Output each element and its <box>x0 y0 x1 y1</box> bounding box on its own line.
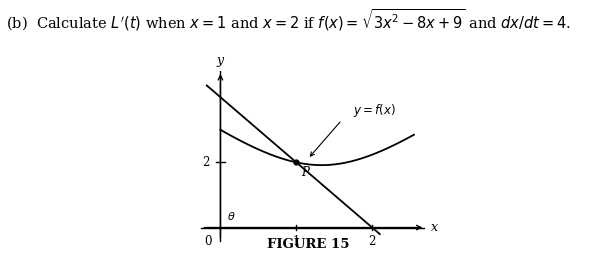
Text: (b)  Calculate $L'(t)$ when $x = 1$ and $x = 2$ if $f(x) = \sqrt{3x^2 - 8x + 9}$: (b) Calculate $L'(t)$ when $x = 1$ and $… <box>6 8 571 34</box>
Text: 1: 1 <box>293 235 300 248</box>
Text: $y = f(x)$: $y = f(x)$ <box>353 102 396 119</box>
Text: y: y <box>217 54 224 67</box>
Text: 2: 2 <box>202 156 210 169</box>
Text: x: x <box>431 221 438 234</box>
Text: FIGURE 15: FIGURE 15 <box>267 239 350 251</box>
Text: 0: 0 <box>204 235 211 248</box>
Text: $\theta$: $\theta$ <box>226 210 235 222</box>
Text: P: P <box>301 166 308 179</box>
Text: 2: 2 <box>368 235 376 248</box>
